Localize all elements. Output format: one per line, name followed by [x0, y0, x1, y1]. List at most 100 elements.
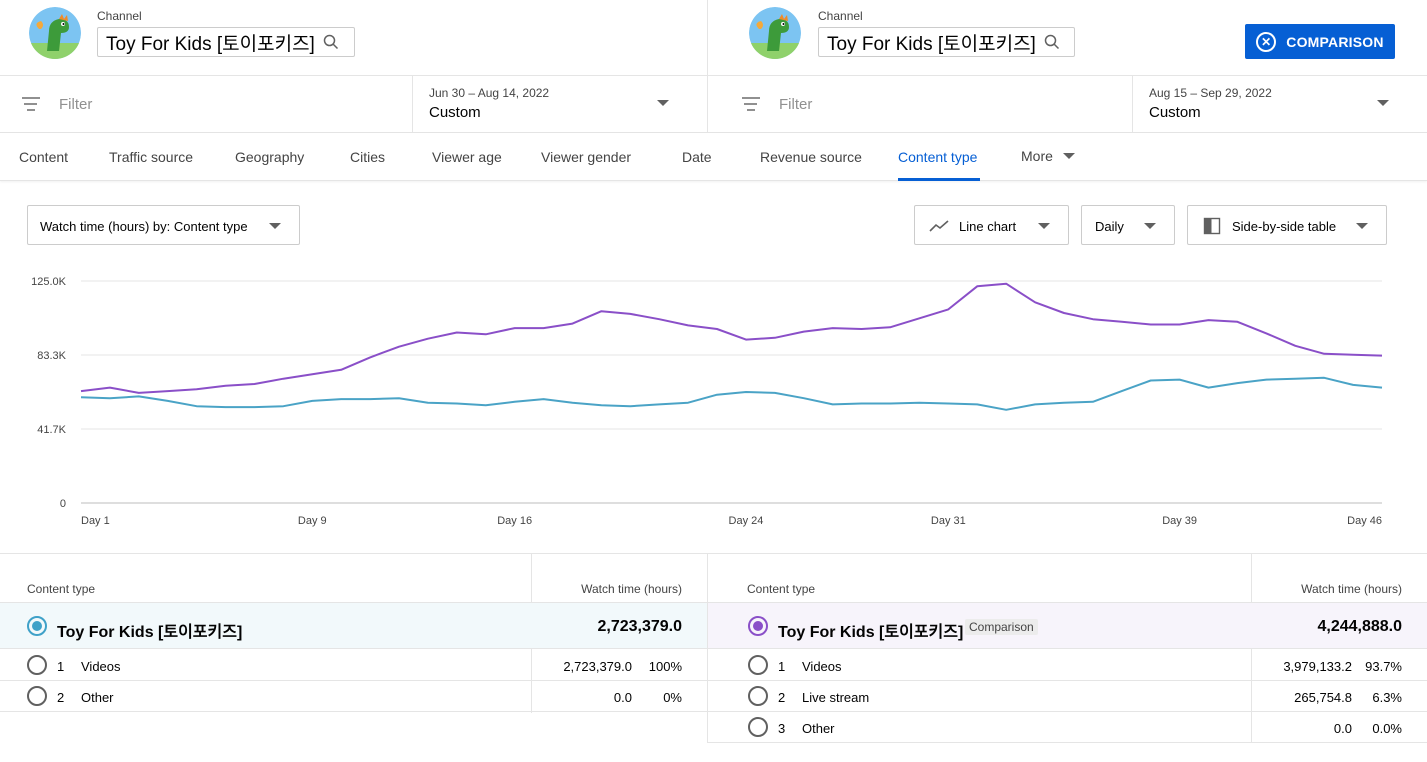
date-range-left: Jun 30 – Aug 14, 2022: [429, 86, 550, 100]
dinosaur-avatar-icon: [29, 7, 81, 59]
right-row-2-pct: 6.3%: [1372, 690, 1402, 705]
channel-avatar-right: [749, 7, 801, 59]
right-row-1-index: 1: [778, 659, 786, 674]
close-icon: ✕: [1256, 31, 1277, 52]
right-row-2-index: 2: [778, 690, 786, 705]
channel-picker-left[interactable]: Toy For Kids [토이포키즈]: [97, 27, 355, 57]
y-tick-label: 83.3K: [37, 350, 66, 362]
left-row-1-pct: 100%: [648, 659, 682, 674]
right-total-name: Toy For Kids [토이포키즈]: [778, 624, 964, 641]
tab-traffic-source[interactable]: Traffic source: [109, 149, 194, 165]
x-tick-label: Day 46: [1347, 515, 1382, 527]
left-total-radio[interactable]: [27, 616, 47, 636]
filter-row: Filter Jun 30 – Aug 14, 2022 Custom Filt…: [0, 76, 1427, 133]
left-row-2-pct: 0%: [663, 690, 682, 705]
right-row-3-value: 0.0: [1333, 721, 1352, 736]
tab-revenue-source[interactable]: Revenue source: [760, 149, 862, 165]
right-row-1-name: Videos: [802, 659, 842, 674]
right-row-3-index: 3: [778, 721, 786, 736]
filter-input-left[interactable]: Filter: [59, 96, 93, 113]
x-tick-label: Day 24: [729, 515, 764, 527]
left-total-name: Toy For Kids [토이포키즈]: [57, 624, 243, 641]
tab-date[interactable]: Date: [682, 149, 712, 165]
chevron-down-icon: [1038, 223, 1050, 229]
chevron-down-icon: [269, 223, 281, 229]
right-col-content-type: Content type: [747, 582, 816, 596]
table-divider: [707, 553, 708, 743]
filter-icon[interactable]: [742, 97, 760, 111]
metric-selector[interactable]: Watch time (hours) by: Content type: [27, 205, 300, 245]
channel-label-right: Channel: [818, 9, 863, 23]
left-total-row: [0, 602, 707, 649]
date-picker-left[interactable]: Jun 30 – Aug 14, 2022 Custom: [412, 76, 707, 132]
metric-selector-label: Watch time (hours) by: Content type: [40, 219, 248, 234]
date-mode-left: Custom: [429, 104, 481, 121]
tab-viewer-age[interactable]: Viewer age: [432, 149, 502, 165]
right-row-2-radio[interactable]: [748, 686, 768, 706]
x-tick-label: Day 39: [1162, 515, 1197, 527]
right-row-3-pct: 0.0%: [1372, 721, 1402, 736]
left-row-1-name: Videos: [81, 659, 121, 674]
left-row-2-value: 0.0: [613, 690, 632, 705]
series-line-2[interactable]: [80, 376, 1383, 411]
search-icon[interactable]: [323, 34, 339, 50]
right-row-2-value: 265,754.8: [1294, 690, 1352, 705]
comparison-button[interactable]: ✕ COMPARISON: [1245, 24, 1395, 59]
channel-picker-right[interactable]: Toy For Kids [토이포키즈]: [818, 27, 1075, 57]
channel-label-left: Channel: [97, 9, 142, 23]
channel-name-right: Toy For Kids [토이포키즈]: [827, 33, 1036, 55]
tab-more[interactable]: More: [1021, 148, 1075, 164]
line-chart-icon: [929, 220, 949, 232]
table-row: [0, 650, 707, 681]
table-row: [708, 681, 1427, 712]
dimension-tabs: Content Traffic source Geography Cities …: [0, 133, 1427, 181]
left-total-value: 2,723,379.0: [597, 618, 682, 635]
chart-type-label: Line chart: [959, 219, 1017, 234]
date-picker-right[interactable]: Aug 15 – Sep 29, 2022 Custom: [1132, 76, 1427, 132]
date-range-right: Aug 15 – Sep 29, 2022: [1149, 86, 1272, 100]
left-row-1-radio[interactable]: [27, 655, 47, 675]
right-row-1-radio[interactable]: [748, 655, 768, 675]
tab-viewer-gender[interactable]: Viewer gender: [541, 149, 632, 165]
right-row-1-pct: 93.7%: [1365, 659, 1402, 674]
channel-name-left: Toy For Kids [토이포키즈]: [106, 33, 315, 55]
chevron-down-icon: [1144, 223, 1156, 229]
chevron-down-icon: [1377, 100, 1389, 106]
chart-type-selector[interactable]: Line chart: [914, 205, 1069, 245]
table-row: [708, 712, 1427, 743]
interval-selector[interactable]: Daily: [1081, 205, 1175, 245]
left-row-1-value: 2,723,379.0: [563, 659, 632, 674]
series-line-1[interactable]: [80, 282, 1383, 394]
channel-header: Channel Toy For Kids [토이포키즈] Channel Toy…: [0, 0, 1427, 76]
left-col-content-type: Content type: [27, 582, 96, 596]
tab-geography[interactable]: Geography: [235, 149, 305, 165]
left-row-1-index: 1: [57, 659, 65, 674]
chevron-down-icon: [657, 100, 669, 106]
tab-content[interactable]: Content: [19, 149, 69, 165]
x-tick-label: Day 1: [81, 515, 110, 527]
right-total-row: [708, 602, 1427, 649]
comparison-badge: Comparison: [965, 619, 1038, 635]
tab-content-type[interactable]: Content type: [898, 149, 978, 165]
y-tick-label: 0: [60, 498, 66, 510]
tab-cities[interactable]: Cities: [350, 149, 386, 165]
left-col-watch-time: Watch time (hours): [581, 582, 682, 596]
comparison-button-label: COMPARISON: [1286, 33, 1384, 50]
search-icon[interactable]: [1044, 34, 1060, 50]
right-row-3-name: Other: [802, 721, 835, 736]
y-tick-label: 125.0K: [31, 276, 67, 288]
x-tick-label: Day 31: [931, 515, 966, 527]
right-row-3-radio[interactable]: [748, 717, 768, 737]
table-mode-selector[interactable]: Side-by-side table: [1187, 205, 1387, 245]
active-tab-indicator: [898, 178, 980, 181]
left-row-2-radio[interactable]: [27, 686, 47, 706]
date-mode-right: Custom: [1149, 104, 1201, 121]
x-tick-label: Day 9: [298, 515, 327, 527]
header-divider: [707, 0, 708, 132]
filter-icon[interactable]: [22, 97, 40, 111]
table-row: [708, 650, 1427, 681]
right-total-radio[interactable]: [748, 616, 768, 636]
caret-down-icon: [1062, 153, 1075, 159]
right-col-watch-time: Watch time (hours): [1301, 582, 1402, 596]
filter-input-right[interactable]: Filter: [779, 96, 813, 113]
